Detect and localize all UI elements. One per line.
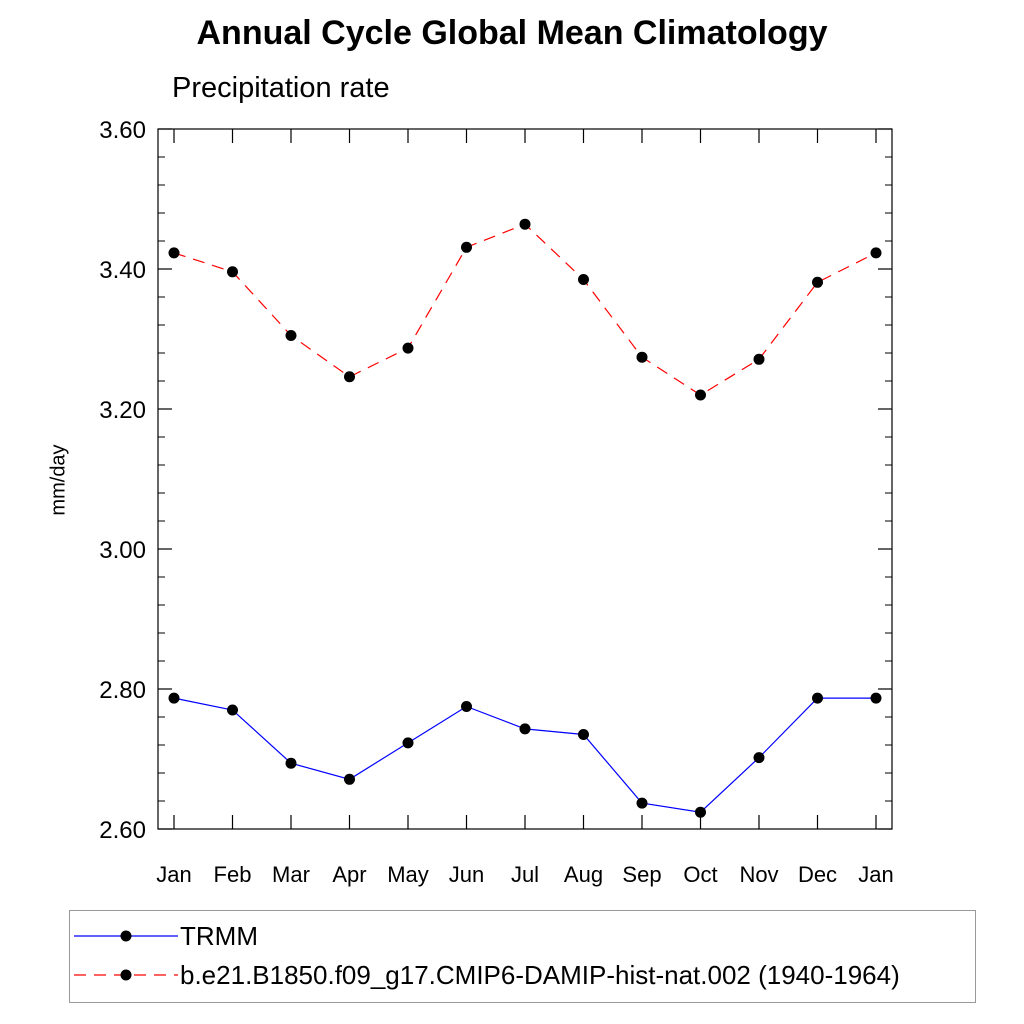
- data-point: [695, 389, 706, 401]
- data-point: [227, 704, 238, 716]
- x-tick-label: Oct: [683, 862, 717, 887]
- y-tick-label: 3.40: [99, 257, 146, 284]
- y-tick-label: 3.20: [99, 397, 146, 424]
- data-point: [285, 330, 297, 341]
- data-point: [695, 806, 706, 818]
- data-point: [168, 247, 180, 259]
- x-tick-label: Aug: [564, 862, 603, 887]
- x-tick-label: Dec: [798, 862, 837, 887]
- series-line-1: [173, 223, 877, 396]
- x-tick-label: Nov: [739, 862, 778, 887]
- legend-marker: [120, 969, 132, 981]
- legend-item-model: b.e21.B1850.f09_g17.CMIP6-DAMIP-hist-nat…: [70, 960, 900, 990]
- x-tick-label: Jan: [858, 862, 893, 887]
- y-tick-label: 2.60: [99, 817, 146, 844]
- data-point: [636, 797, 648, 809]
- data-point: [402, 342, 414, 354]
- series-line-0: [173, 697, 876, 813]
- data-point: [344, 773, 355, 785]
- data-point: [285, 757, 297, 769]
- x-tick-label: Jun: [449, 862, 484, 887]
- y-tick-label: 3.00: [99, 537, 146, 564]
- data-point: [461, 701, 472, 712]
- data-point: [461, 241, 472, 253]
- legend-marker: [120, 930, 132, 942]
- legend-sample-trmm: [74, 930, 178, 942]
- legend-sample-model: [74, 969, 178, 981]
- data-point: [344, 371, 355, 383]
- data-point: [578, 274, 589, 285]
- x-tick-label: Jan: [156, 862, 191, 887]
- x-tick-label: Jul: [511, 862, 539, 887]
- x-tick-label: Apr: [332, 862, 366, 887]
- legend-item-trmm: TRMM: [70, 921, 258, 951]
- legend-label-trmm: TRMM: [180, 920, 258, 951]
- chart-subtitle: Precipitation rate: [172, 72, 390, 104]
- data-point: [753, 353, 765, 365]
- data-point: [870, 692, 882, 704]
- data-point: [402, 737, 414, 749]
- x-tick-label: Feb: [214, 862, 252, 887]
- data-point: [812, 692, 823, 704]
- x-tick-label: Sep: [622, 862, 661, 887]
- data-point: [168, 692, 180, 704]
- legend-label-model: b.e21.B1850.f09_g17.CMIP6-DAMIP-hist-nat…: [180, 959, 900, 990]
- x-tick-label: Mar: [272, 862, 310, 887]
- data-point: [870, 247, 882, 259]
- data-point: [578, 729, 589, 740]
- data-point: [753, 752, 765, 764]
- x-tick-label: May: [387, 862, 429, 887]
- data-point: [519, 723, 531, 735]
- data-point: [636, 351, 648, 363]
- y-tick-label: 3.60: [99, 117, 146, 144]
- data-point: [519, 218, 531, 230]
- chart-title: Annual Cycle Global Mean Climatology: [196, 14, 828, 52]
- data-point: [227, 266, 238, 278]
- legend: TRMM b.e21.B1850.f09_g17.CMIP6-DAMIP-his…: [69, 910, 976, 1003]
- y-tick-label: 2.80: [99, 677, 146, 704]
- data-point: [812, 276, 823, 288]
